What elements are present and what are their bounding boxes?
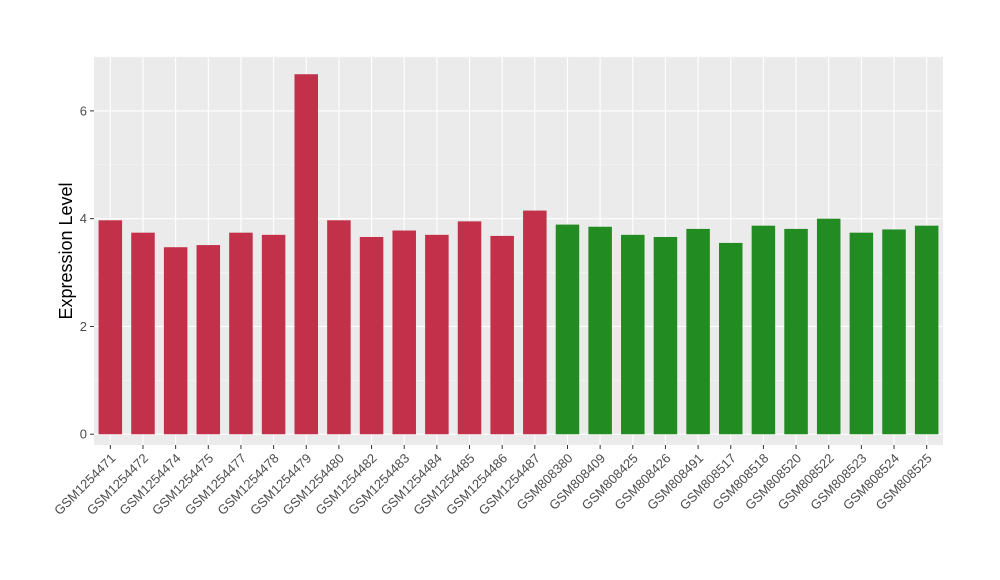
bars bbox=[98, 74, 939, 435]
y-tick-label: 2 bbox=[80, 319, 87, 334]
bar-GSM808524 bbox=[882, 229, 906, 435]
bar-GSM808518 bbox=[751, 225, 776, 435]
bar-GSM808425 bbox=[621, 234, 645, 435]
y-tick-label: 4 bbox=[80, 211, 87, 226]
bar-GSM808525 bbox=[914, 225, 939, 435]
bar-GSM808491 bbox=[686, 228, 710, 435]
bar-GSM808380 bbox=[555, 224, 580, 435]
bar-GSM1254483 bbox=[392, 230, 416, 435]
y-axis-title: Expression Level bbox=[56, 182, 76, 319]
bar-GSM1254484 bbox=[425, 234, 449, 435]
bar-GSM808522 bbox=[816, 218, 841, 435]
bar-GSM1254477 bbox=[229, 232, 253, 435]
bar-GSM808409 bbox=[588, 226, 612, 435]
bar-GSM808520 bbox=[784, 228, 808, 435]
y-tick-label: 0 bbox=[80, 427, 87, 442]
bar-GSM1254486 bbox=[490, 235, 514, 435]
bar-GSM1254475 bbox=[196, 245, 221, 435]
y-axis: 0 2 4 6 bbox=[80, 103, 94, 442]
bar-GSM808523 bbox=[849, 232, 874, 435]
bar-GSM1254485 bbox=[457, 221, 482, 435]
bar-GSM1254478 bbox=[261, 234, 286, 435]
bar-GSM808426 bbox=[653, 236, 678, 435]
bar-GSM1254471 bbox=[98, 220, 123, 435]
bar-GSM1254487 bbox=[523, 210, 547, 435]
bar-GSM1254472 bbox=[131, 232, 155, 435]
bar-GSM1254480 bbox=[327, 220, 351, 435]
bar-GSM1254479 bbox=[294, 74, 319, 435]
x-axis: GSM1254471GSM1254472GSM1254474GSM1254475… bbox=[51, 445, 935, 518]
bar-GSM1254474 bbox=[163, 247, 188, 435]
y-tick-label: 6 bbox=[80, 103, 87, 118]
plot-panel bbox=[94, 57, 943, 445]
bar-GSM808517 bbox=[718, 242, 743, 435]
bar-GSM1254482 bbox=[359, 236, 384, 435]
